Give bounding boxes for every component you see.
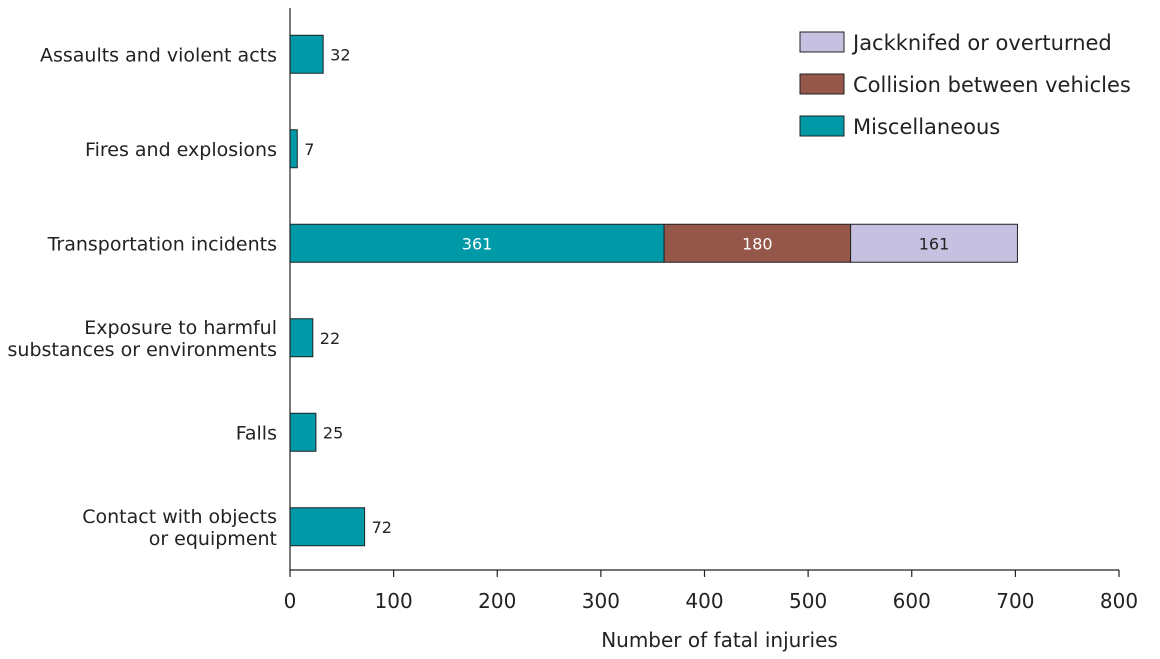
- x-tick-label: 100: [375, 589, 413, 613]
- category-label: Fires and explosions: [85, 139, 277, 161]
- segment-value-label: 180: [742, 234, 773, 253]
- x-tick-label: 400: [685, 589, 723, 613]
- category-label: or equipment: [149, 528, 277, 550]
- category-label: Transportation incidents: [47, 233, 277, 255]
- x-tick-label: 200: [478, 589, 516, 613]
- legend-swatch: [799, 115, 845, 137]
- legend-swatch: [799, 73, 845, 95]
- segment-value-label: 161: [919, 234, 950, 253]
- x-tick-label: 700: [996, 589, 1034, 613]
- x-tick-label: 300: [582, 589, 620, 613]
- labels-layer: Assaults and violent acts 32 Fires and exp…: [8, 44, 950, 550]
- bar-value-label: 32: [330, 45, 350, 64]
- bar-segment: [289, 412, 317, 452]
- legend-label: Collision between vehicles: [853, 73, 1131, 97]
- bar-segment: [289, 318, 314, 358]
- x-tick-label: 800: [1100, 589, 1138, 613]
- x-tick-label: 0: [284, 589, 297, 613]
- x-tick-label: 500: [789, 589, 827, 613]
- x-tick-label: 600: [893, 589, 931, 613]
- bar-segment: [850, 223, 1018, 263]
- bar-value-label: 72: [372, 518, 392, 537]
- x-axis-title: Number of fatal injuries: [601, 628, 838, 652]
- bar-value-label: 22: [320, 329, 340, 348]
- bar-segment: [289, 34, 324, 74]
- bar-segment: [289, 507, 366, 547]
- segment-value-label: 361: [462, 234, 493, 253]
- bar-value-label: 25: [323, 423, 343, 442]
- x-axis: 0 100 200 300 400 500 600 700 800: [284, 8, 1138, 613]
- legend: Jackknifed or overturned Collision betwee…: [799, 31, 1131, 139]
- legend-swatch: [799, 31, 845, 53]
- bar-segment: [289, 129, 298, 169]
- bar-value-label: 7: [304, 140, 314, 159]
- legend-label: Jackknifed or overturned: [851, 31, 1112, 55]
- bar-segment: [289, 223, 665, 263]
- category-label: Assaults and violent acts: [40, 44, 277, 66]
- legend-label: Miscellaneous: [853, 115, 1000, 139]
- bars-layer: [289, 34, 1018, 547]
- category-label: substances or environments: [8, 339, 278, 361]
- category-label: Contact with objects: [82, 506, 277, 528]
- category-label: Falls: [236, 422, 277, 444]
- category-label: Exposure to harmful: [84, 317, 277, 339]
- bar-segment: [663, 223, 852, 263]
